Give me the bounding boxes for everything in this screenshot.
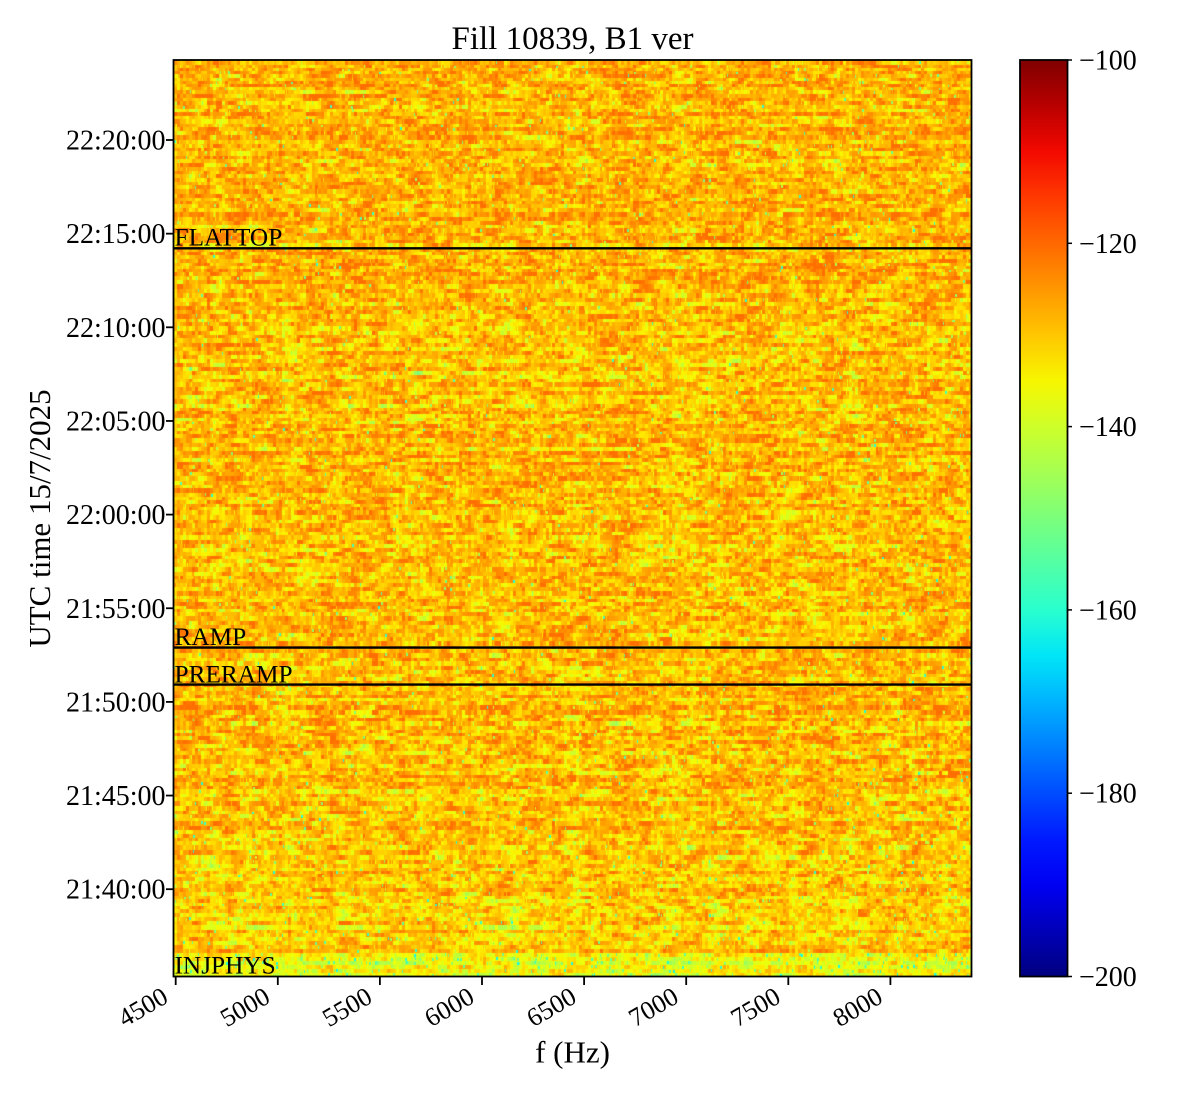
svg-text:−180: −180 (1079, 779, 1137, 810)
svg-text:PRERAMP: PRERAMP (175, 661, 293, 689)
svg-text:UTC time 15/7/2025: UTC time 15/7/2025 (22, 389, 57, 647)
svg-text:22:00:00: 22:00:00 (66, 500, 166, 531)
svg-text:21:40:00: 21:40:00 (66, 875, 166, 906)
svg-text:RAMP: RAMP (175, 623, 247, 651)
svg-text:22:15:00: 22:15:00 (66, 219, 166, 250)
svg-text:−140: −140 (1079, 412, 1137, 443)
svg-text:5000: 5000 (215, 982, 275, 1033)
svg-text:22:05:00: 22:05:00 (66, 406, 166, 437)
svg-text:5500: 5500 (317, 982, 377, 1033)
svg-text:7000: 7000 (624, 982, 684, 1033)
svg-text:8000: 8000 (828, 982, 888, 1033)
svg-text:4500: 4500 (113, 982, 173, 1033)
svg-text:−200: −200 (1079, 962, 1137, 993)
svg-text:FLATTOP: FLATTOP (175, 224, 283, 252)
svg-text:7500: 7500 (726, 982, 786, 1033)
svg-text:INJPHYS: INJPHYS (175, 952, 276, 980)
svg-text:−100: −100 (1079, 46, 1137, 77)
svg-text:f (Hz): f (Hz) (535, 1035, 610, 1070)
svg-text:22:20:00: 22:20:00 (66, 126, 166, 157)
svg-text:21:50:00: 21:50:00 (66, 687, 166, 718)
svg-text:6000: 6000 (419, 982, 479, 1033)
svg-text:−120: −120 (1079, 229, 1137, 260)
svg-text:21:45:00: 21:45:00 (66, 781, 166, 812)
svg-text:22:10:00: 22:10:00 (66, 313, 166, 344)
svg-text:21:55:00: 21:55:00 (66, 594, 166, 625)
svg-text:Fill 10839, B1 ver: Fill 10839, B1 ver (451, 21, 693, 57)
svg-text:−160: −160 (1079, 595, 1137, 626)
svg-text:6500: 6500 (522, 982, 582, 1033)
